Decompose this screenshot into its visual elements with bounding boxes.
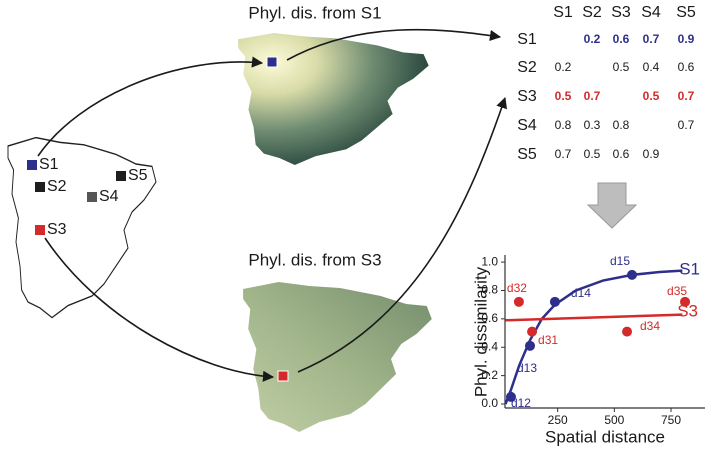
y-tick-label: 0.8 — [481, 283, 498, 297]
row-header: S1 — [517, 31, 537, 48]
matrix-cell: 0.5 — [584, 147, 601, 161]
matrix-cell: 0.4 — [643, 60, 660, 74]
arrow — [297, 96, 508, 373]
matrix-cell: 0.2 — [584, 32, 601, 46]
site-marker — [116, 171, 126, 181]
site-label: S2 — [47, 178, 67, 195]
matrix-cell: 0.7 — [678, 118, 695, 132]
column-header: S3 — [611, 4, 631, 21]
matrix-cell: 0.8 — [555, 118, 572, 132]
point-label: d13 — [517, 361, 537, 375]
x-tick-label: 250 — [548, 413, 568, 427]
matrix-cell: 0.5 — [643, 89, 660, 103]
site-label: S4 — [99, 188, 119, 205]
y-tick-label: 0.2 — [481, 368, 498, 382]
matrix-cell: 0.6 — [613, 32, 630, 46]
point — [622, 326, 633, 337]
fit-line — [505, 313, 683, 322]
point-label: d12 — [511, 396, 531, 410]
site-marker — [277, 370, 289, 382]
flow-arrow — [586, 182, 638, 229]
column-header: S1 — [553, 4, 573, 21]
column-header: S4 — [641, 4, 661, 21]
distance-map-s1 — [238, 33, 429, 166]
y-tick-label: 0.6 — [481, 311, 498, 325]
arrow — [44, 237, 275, 382]
map-title: Phyl. dis. from S3 — [248, 250, 381, 269]
row-header: S5 — [517, 146, 537, 163]
matrix-cell: 0.6 — [678, 60, 695, 74]
site-label: S5 — [128, 167, 148, 184]
matrix-cell: 0.9 — [643, 147, 660, 161]
row-header: S3 — [517, 88, 537, 105]
column-header: S2 — [582, 4, 602, 21]
y-tick-label: 0.4 — [481, 339, 498, 353]
series-label: S3 — [677, 301, 698, 320]
x-axis-label: Spatial distance — [545, 427, 665, 446]
y-axis-label: Phyl. dissimilarity — [471, 266, 490, 397]
row-header: S4 — [517, 117, 537, 134]
arrow — [286, 28, 502, 61]
matrix-cell: 0.7 — [643, 32, 660, 46]
y-tick-label: 0.0 — [481, 396, 498, 410]
point — [549, 296, 560, 307]
point — [527, 326, 538, 337]
site-label: S1 — [39, 156, 59, 173]
matrix-cell: 0.7 — [555, 147, 572, 161]
site-marker — [87, 192, 97, 202]
point-label: d35 — [667, 284, 687, 298]
point — [513, 296, 524, 307]
y-tick-label: 1.0 — [481, 254, 498, 268]
matrix-cell: 0.3 — [584, 118, 601, 132]
point-label: d14 — [571, 286, 591, 300]
point — [525, 340, 536, 351]
map-title: Phyl. dis. from S1 — [248, 3, 381, 22]
point-label: d31 — [538, 333, 558, 347]
site-marker — [35, 182, 45, 192]
point — [505, 391, 516, 402]
site-marker — [266, 56, 278, 68]
site-marker — [35, 225, 45, 235]
point-label: d15 — [610, 254, 630, 268]
matrix-cell: 0.5 — [555, 89, 572, 103]
column-header: S5 — [676, 4, 696, 21]
fit-line — [504, 269, 683, 405]
x-tick-label: 500 — [604, 413, 624, 427]
point — [627, 269, 638, 280]
x-tick-label: 750 — [661, 413, 681, 427]
matrix-cell: 0.7 — [584, 89, 601, 103]
row-header: S2 — [517, 59, 537, 76]
site-marker — [27, 160, 37, 170]
matrix-cell: 0.6 — [613, 147, 630, 161]
arrow — [37, 56, 264, 157]
point-label: d34 — [640, 319, 660, 333]
site-label: S3 — [47, 221, 67, 238]
matrix-cell: 0.5 — [613, 60, 630, 74]
matrix-cell: 0.9 — [678, 32, 695, 46]
matrix-cell: 0.2 — [555, 60, 572, 74]
point-label: d32 — [507, 281, 527, 295]
matrix-cell: 0.8 — [613, 118, 630, 132]
point — [680, 296, 691, 307]
matrix-cell: 0.7 — [678, 89, 695, 103]
series-label: S1 — [679, 259, 700, 278]
distance-map-s3 — [243, 282, 432, 432]
